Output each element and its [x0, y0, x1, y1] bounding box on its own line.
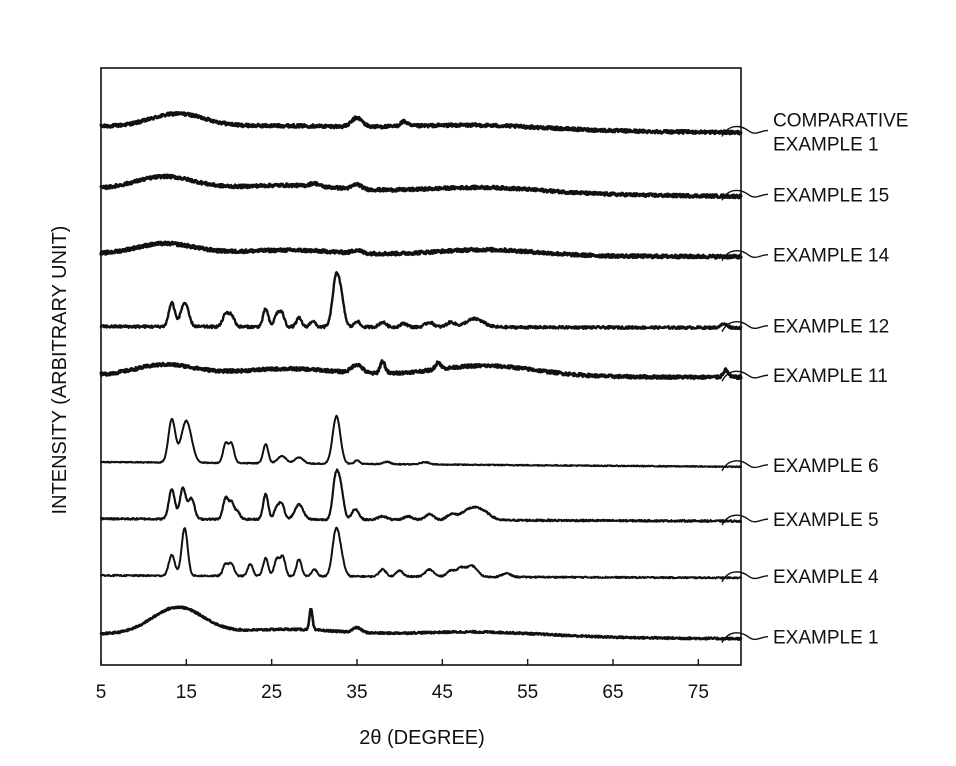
series-label: EXAMPLE 11	[773, 366, 888, 387]
x-tick-label: 35	[346, 682, 367, 703]
x-tick-label: 55	[517, 682, 538, 703]
series-label: EXAMPLE 1	[773, 628, 879, 649]
series-label: COMPARATIVE	[773, 110, 908, 131]
x-tick-label: 5	[96, 682, 107, 703]
series-trace	[101, 416, 741, 467]
series-trace	[101, 242, 741, 258]
x-tick-label: 45	[432, 682, 453, 703]
y-axis-title: INTENSITY (ARBITRARY UNIT)	[49, 226, 71, 515]
series-labels: COMPARATIVE EXAMPLE 1 EXAMPLE 15 EXAMPLE 14…	[722, 110, 908, 648]
series-trace	[101, 112, 741, 133]
series-trace	[101, 361, 741, 379]
series-label: EXAMPLE 12	[773, 317, 889, 338]
series-trace	[101, 607, 741, 640]
series-label: EXAMPLE 1	[773, 134, 879, 155]
series-label: EXAMPLE 6	[773, 456, 879, 477]
series-traces	[101, 112, 741, 639]
series-label: EXAMPLE 4	[773, 567, 879, 588]
series-label: EXAMPLE 14	[773, 246, 890, 267]
series-leader-line	[722, 371, 768, 381]
series-trace	[101, 272, 741, 329]
x-tick-label: 15	[176, 682, 197, 703]
series-trace	[101, 528, 741, 579]
series-trace	[101, 469, 741, 521]
x-axis-title: 2θ (DEGREE)	[359, 727, 485, 749]
x-tick-label: 65	[602, 682, 623, 703]
x-tick-label: 25	[261, 682, 282, 703]
x-tick-label: 75	[688, 682, 709, 703]
series-label: EXAMPLE 5	[773, 510, 879, 531]
series-label: EXAMPLE 15	[773, 185, 889, 206]
series-trace	[101, 175, 741, 198]
